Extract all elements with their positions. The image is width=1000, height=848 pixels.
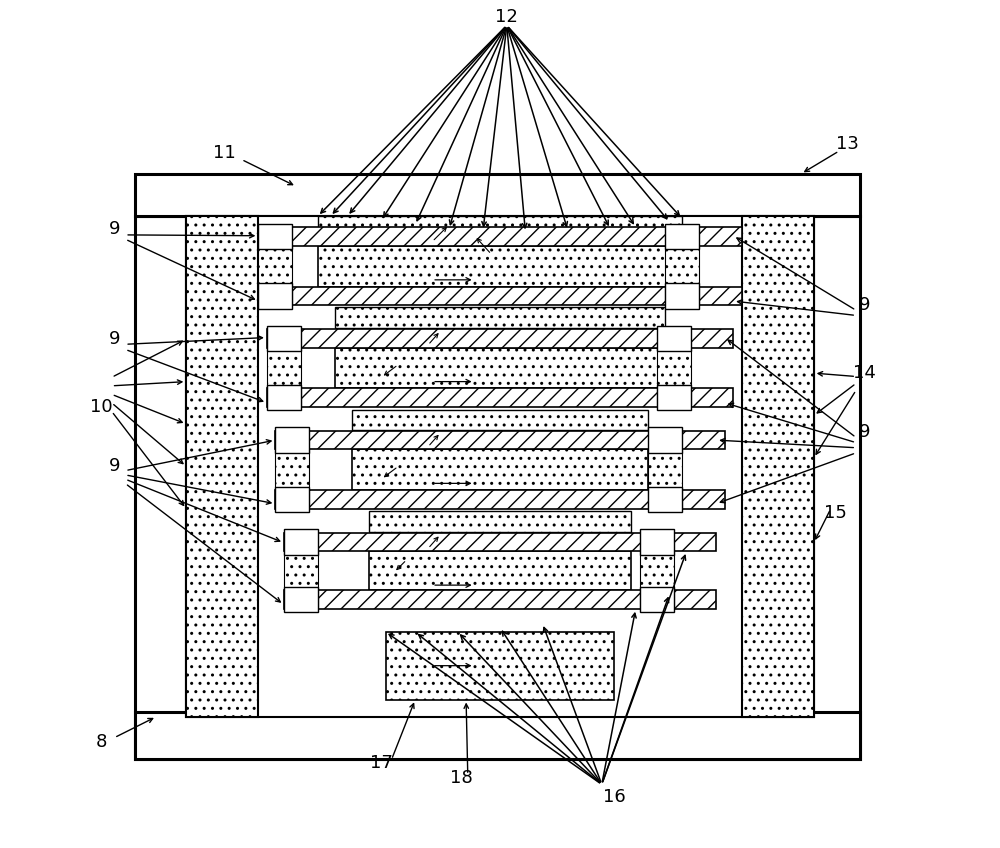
- Bar: [335, 348, 665, 388]
- Bar: [258, 224, 292, 249]
- Bar: [284, 551, 318, 609]
- Bar: [369, 551, 631, 590]
- Bar: [258, 227, 742, 246]
- Bar: [352, 449, 648, 490]
- Bar: [742, 216, 814, 717]
- Text: 10: 10: [90, 398, 113, 416]
- Bar: [640, 551, 674, 609]
- Text: 9: 9: [108, 330, 120, 349]
- Text: 9: 9: [108, 220, 120, 238]
- Bar: [267, 348, 301, 407]
- Text: 13: 13: [836, 135, 859, 153]
- Bar: [258, 283, 292, 309]
- Bar: [186, 216, 258, 717]
- Text: 16: 16: [603, 788, 626, 806]
- Text: 9: 9: [859, 296, 870, 315]
- Bar: [648, 427, 682, 453]
- Bar: [275, 427, 309, 453]
- Text: 9: 9: [859, 423, 870, 442]
- Bar: [648, 487, 682, 512]
- Text: 9: 9: [108, 457, 120, 476]
- Bar: [186, 216, 814, 717]
- Bar: [657, 385, 691, 410]
- Bar: [275, 487, 309, 512]
- Bar: [665, 224, 699, 249]
- Bar: [640, 529, 674, 555]
- Bar: [135, 174, 860, 216]
- Bar: [665, 283, 699, 309]
- Bar: [135, 712, 860, 759]
- Bar: [318, 246, 682, 287]
- Bar: [369, 551, 631, 590]
- Bar: [284, 590, 716, 609]
- Bar: [267, 388, 733, 407]
- Bar: [665, 246, 699, 305]
- Bar: [258, 246, 292, 305]
- Bar: [386, 632, 614, 700]
- Bar: [284, 529, 318, 555]
- Bar: [135, 216, 860, 759]
- Bar: [275, 490, 725, 509]
- Bar: [267, 329, 733, 348]
- Bar: [284, 533, 716, 551]
- Bar: [648, 449, 682, 509]
- Bar: [335, 348, 665, 388]
- Text: 11: 11: [213, 143, 236, 162]
- Bar: [352, 410, 648, 430]
- Bar: [258, 287, 742, 305]
- Bar: [284, 587, 318, 612]
- Bar: [369, 511, 631, 532]
- Bar: [275, 449, 309, 509]
- Bar: [657, 348, 691, 407]
- Bar: [318, 216, 682, 233]
- Bar: [267, 326, 301, 351]
- Bar: [352, 449, 648, 490]
- Bar: [335, 307, 665, 328]
- Bar: [640, 587, 674, 612]
- Text: 8: 8: [96, 733, 107, 751]
- Text: 15: 15: [824, 504, 846, 522]
- Text: 17: 17: [370, 754, 393, 773]
- Bar: [267, 385, 301, 410]
- Bar: [318, 246, 682, 287]
- Text: 14: 14: [853, 364, 876, 382]
- Text: 18: 18: [450, 769, 473, 788]
- Bar: [657, 326, 691, 351]
- Text: 12: 12: [495, 8, 518, 26]
- Bar: [275, 431, 725, 449]
